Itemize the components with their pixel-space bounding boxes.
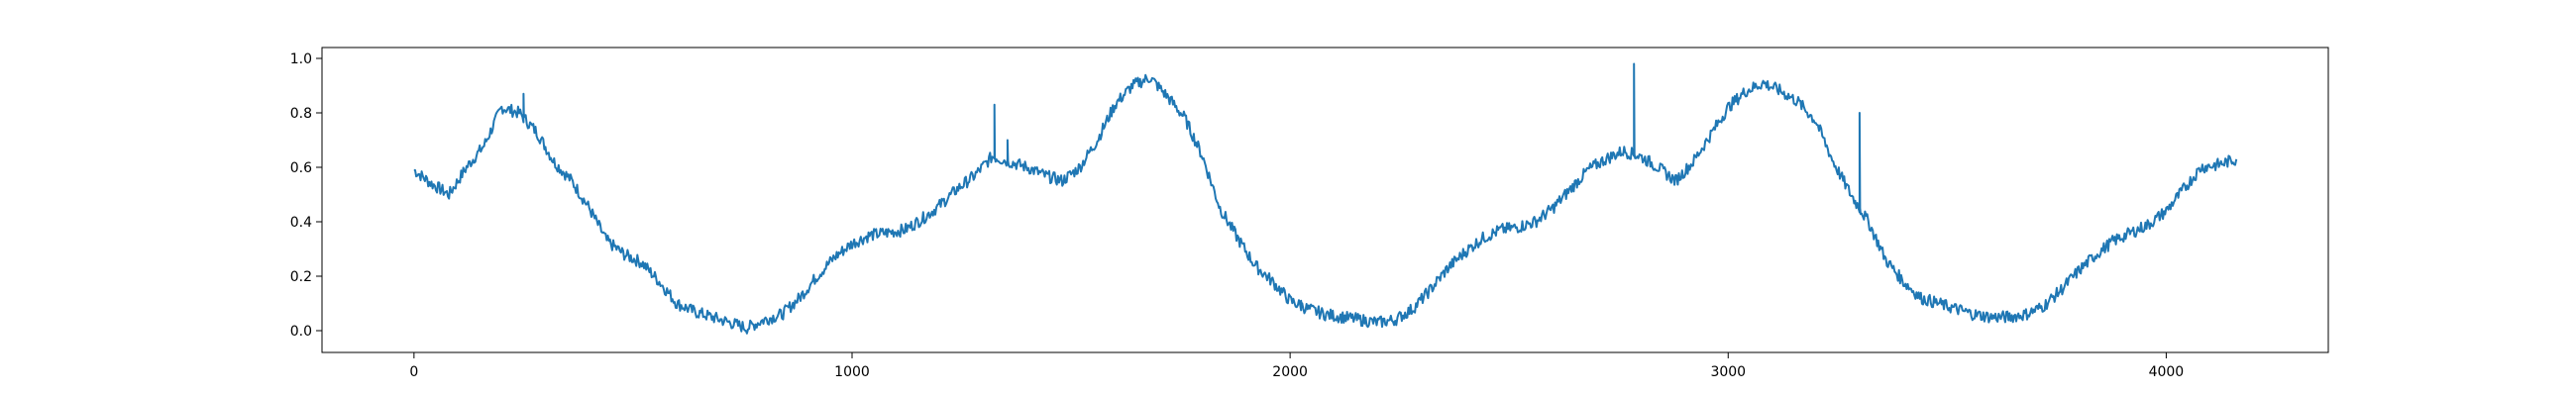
y-tick-label: 0.2: [290, 269, 312, 285]
x-axis: 0 1000 2000 3000 4000: [409, 352, 2184, 380]
x-tick-label: 1000: [834, 364, 870, 380]
x-tick-label: 0: [409, 364, 418, 380]
x-tick-label: 2000: [1272, 364, 1308, 380]
x-tick-label: 3000: [1710, 364, 1746, 380]
y-tick-label: 0.8: [290, 106, 312, 122]
y-tick-label: 0.4: [290, 215, 312, 231]
plot-frame: [321, 47, 2329, 353]
y-axis: 0.0 0.2 0.4 0.6 0.8 1.0: [290, 51, 322, 340]
series-line: [413, 62, 2238, 335]
y-tick-label: 0.6: [290, 160, 312, 176]
plot-area: [413, 62, 2238, 335]
y-tick-label: 1.0: [290, 51, 312, 67]
y-tick-label: 0.0: [290, 324, 312, 340]
x-tick-label: 4000: [2149, 364, 2185, 380]
